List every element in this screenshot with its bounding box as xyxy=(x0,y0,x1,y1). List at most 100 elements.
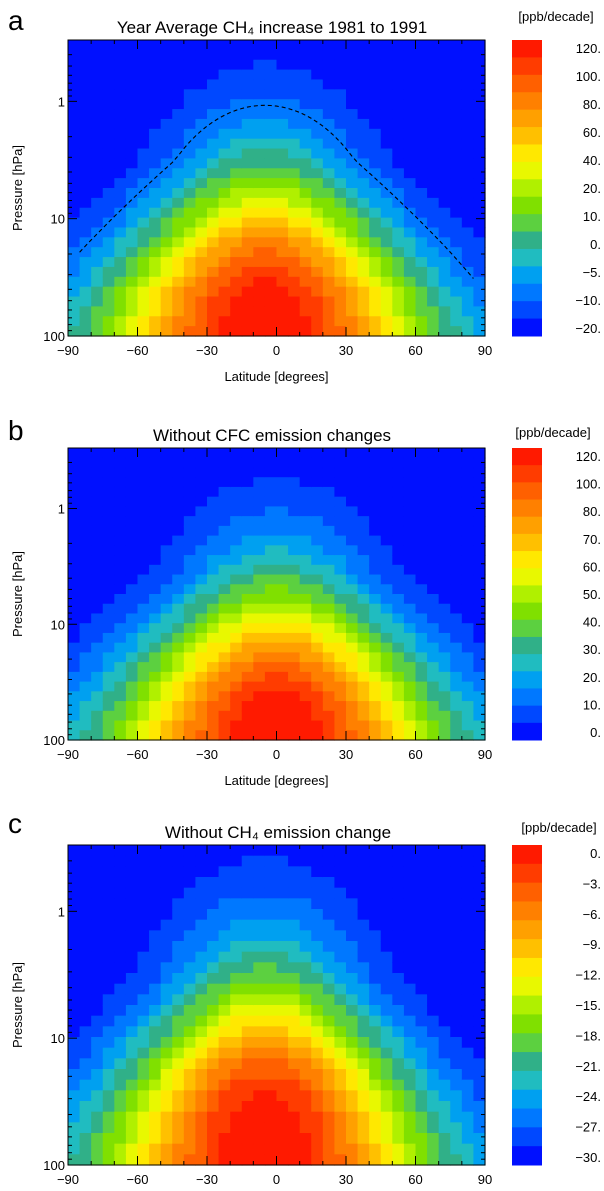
field-cell xyxy=(264,486,278,498)
field-cell xyxy=(264,623,278,634)
field-cell xyxy=(218,1079,231,1091)
field-cell xyxy=(125,217,139,229)
field-cell xyxy=(311,296,324,307)
field-cell xyxy=(183,574,197,585)
field-cell xyxy=(218,178,231,189)
field-cell xyxy=(392,845,405,857)
field-cell xyxy=(461,951,475,963)
field-cell xyxy=(357,877,370,889)
field-cell xyxy=(415,69,428,81)
field-cell xyxy=(79,59,92,71)
field-cell xyxy=(207,1111,220,1123)
field-cell xyxy=(137,40,150,51)
field-cell xyxy=(79,89,92,100)
field-cell xyxy=(137,516,150,527)
field-cell xyxy=(172,118,185,130)
field-cell xyxy=(172,613,185,624)
field-cell xyxy=(160,603,173,615)
field-cell xyxy=(114,237,127,248)
field-cell xyxy=(264,909,278,921)
field-cell xyxy=(125,178,139,189)
field-cell xyxy=(230,701,243,712)
field-cell xyxy=(91,217,104,229)
field-cell xyxy=(207,276,220,288)
field-cell xyxy=(334,178,347,189)
field-cell xyxy=(253,506,266,517)
field-cell xyxy=(334,296,347,307)
field-cell xyxy=(230,866,243,878)
field-cell xyxy=(91,613,104,624)
field-cell xyxy=(253,525,266,537)
field-cell xyxy=(450,671,463,683)
field-cell xyxy=(172,652,185,663)
field-cell xyxy=(322,887,336,899)
field-cell xyxy=(102,486,115,498)
field-cell xyxy=(160,486,173,498)
field-cell xyxy=(172,671,185,683)
field-cell xyxy=(137,448,150,459)
field-cell xyxy=(160,89,173,100)
field-cell xyxy=(149,866,162,878)
field-cell xyxy=(264,516,278,527)
field-cell xyxy=(346,866,359,878)
field-cell xyxy=(207,516,220,527)
field-cell xyxy=(125,594,139,605)
field-cell xyxy=(149,845,162,857)
field-cell xyxy=(403,306,417,317)
field-cell xyxy=(149,148,162,159)
field-cell xyxy=(322,701,336,712)
field-cell xyxy=(357,99,370,110)
field-cell xyxy=(427,89,440,100)
field-cell xyxy=(172,1143,185,1155)
field-cell xyxy=(195,247,208,258)
field-cell xyxy=(160,457,173,469)
field-cell xyxy=(276,962,289,974)
field-cell xyxy=(207,49,220,61)
field-cell xyxy=(276,662,289,673)
field-cell xyxy=(415,128,428,140)
field-cell xyxy=(253,877,266,889)
field-cell xyxy=(68,662,81,673)
field-cell xyxy=(102,168,115,179)
field-cell xyxy=(137,148,150,159)
field-cell xyxy=(160,1154,173,1166)
field-cell xyxy=(149,496,162,507)
field-cell xyxy=(160,237,173,248)
field-cell xyxy=(149,662,162,673)
field-cell xyxy=(311,1005,324,1017)
field-cell xyxy=(149,448,162,459)
field-cell xyxy=(125,603,139,615)
field-cell xyxy=(160,467,173,478)
field-cell xyxy=(149,168,162,179)
field-cell xyxy=(288,448,301,459)
field-cell xyxy=(427,286,440,298)
field-cell xyxy=(311,845,324,857)
field-cell xyxy=(461,877,475,889)
field-cell xyxy=(149,158,162,169)
field-cell xyxy=(137,1015,150,1027)
field-cell xyxy=(299,962,312,974)
field-cell xyxy=(230,720,243,731)
field-cell xyxy=(79,898,92,910)
field-cell xyxy=(195,671,208,683)
field-cell xyxy=(427,845,440,857)
field-cell xyxy=(68,467,81,478)
field-cell xyxy=(137,1101,150,1113)
field-cell xyxy=(369,983,382,995)
field-cell xyxy=(392,866,405,878)
field-cell xyxy=(346,79,359,90)
field-cell xyxy=(241,525,254,537)
field-cell xyxy=(137,877,150,889)
field-cell xyxy=(427,109,440,120)
field-cell xyxy=(311,1058,324,1070)
field-cell xyxy=(125,197,139,209)
field-cell xyxy=(322,671,336,683)
field-cell xyxy=(91,574,104,585)
field-cell xyxy=(288,496,301,507)
field-cell xyxy=(334,930,347,942)
field-cell xyxy=(357,623,370,634)
field-cell xyxy=(334,59,347,71)
field-cell xyxy=(322,564,336,576)
field-cell xyxy=(276,276,289,288)
